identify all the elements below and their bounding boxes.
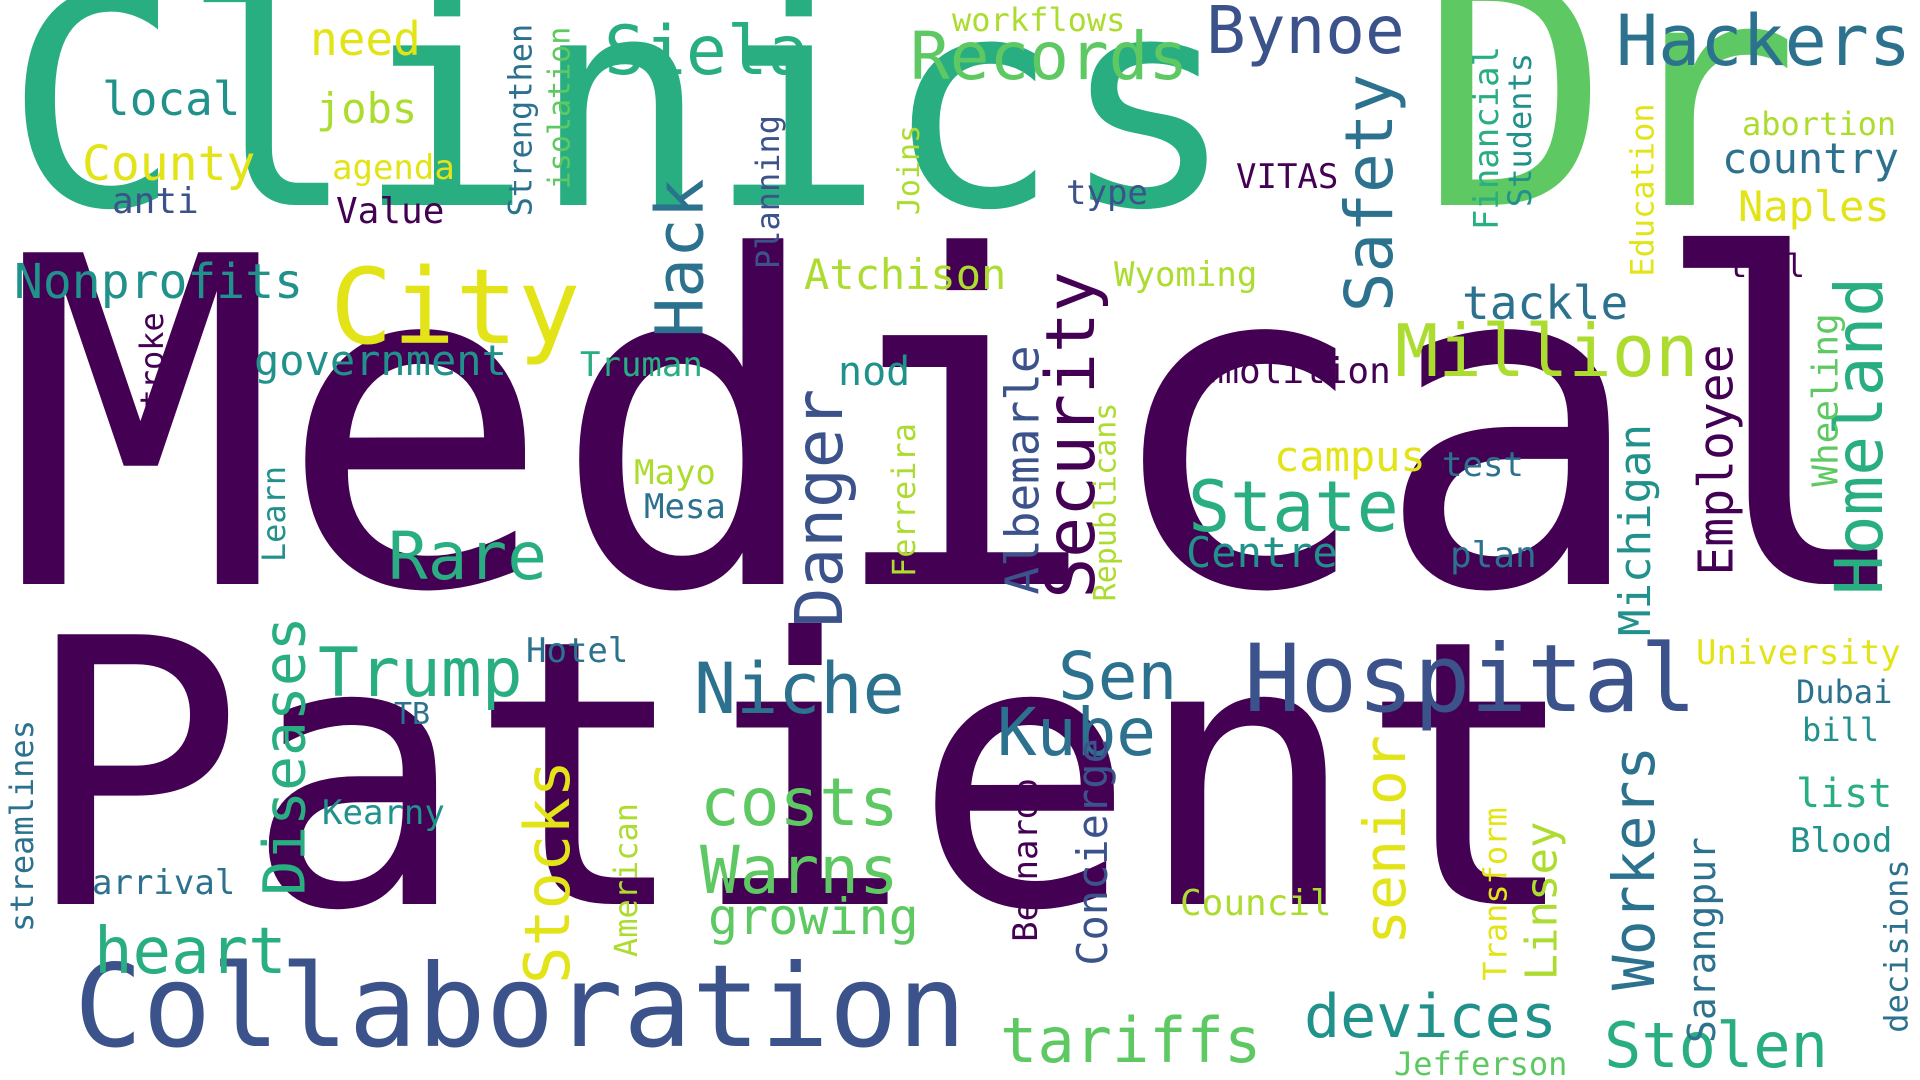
word-workers: Workers: [1600, 745, 1669, 991]
word-nonprofits: Nonprofits: [14, 254, 303, 310]
word-streamlines: streamlines: [2, 720, 41, 932]
word-tool: tool: [1728, 247, 1806, 285]
word-tariffs: tariffs: [1000, 1004, 1262, 1077]
word-devices: devices: [1304, 982, 1557, 1052]
word-arrival: arrival: [92, 863, 236, 903]
word-hackers: Hackers: [1616, 0, 1912, 82]
word-niche: Niche: [694, 648, 905, 730]
word-albemarle: Albemarle: [995, 345, 1050, 595]
word-strengthen: Strengthen: [500, 23, 539, 217]
word-mesa: Mesa: [644, 487, 726, 527]
word-siela: Siela: [604, 12, 809, 91]
word-jefferson: Jefferson: [1394, 1045, 1568, 1080]
word-clinics: Clinics: [5, 0, 1236, 274]
word-trump: Trump: [318, 634, 523, 713]
word-naples: Naples: [1738, 182, 1890, 231]
word-linsey: Linsey: [1515, 821, 1567, 981]
word-planning: Planning: [749, 114, 788, 270]
word-stroke: stroke: [132, 312, 171, 428]
word-tackle: tackle: [1462, 276, 1629, 330]
word-rare: Rare: [388, 518, 547, 595]
word-need: need: [310, 12, 421, 66]
word-truman: Truman: [580, 345, 703, 385]
word-university: University: [1696, 633, 1901, 673]
word-hospital: Hospital: [1244, 625, 1697, 734]
word-education: Education: [1623, 103, 1662, 277]
word-local: local: [102, 72, 241, 126]
word-diseases: Diseases: [250, 616, 319, 896]
word-senior: senior: [1350, 735, 1419, 945]
word-type: type: [1066, 173, 1148, 213]
word-employee: Employee: [1688, 344, 1745, 576]
word-patient: Patient: [22, 562, 1582, 992]
word-nod: nod: [838, 349, 911, 395]
word-isolation: isolation: [541, 26, 577, 190]
word-sen: Sen: [1058, 638, 1178, 715]
word-tb: TB: [394, 697, 431, 732]
word-american: American: [607, 802, 646, 958]
word-anti: anti: [112, 181, 199, 222]
word-wyoming: Wyoming: [1114, 255, 1258, 295]
word-abortion: abortion: [1742, 105, 1897, 143]
word-warns: Warns: [700, 832, 899, 909]
word-hack: Hack: [640, 178, 718, 338]
word-ferreira: Ferreira: [885, 422, 924, 578]
word-million: Million: [1395, 309, 1699, 393]
word-list: list: [1796, 771, 1893, 817]
word-value: Value: [336, 191, 445, 232]
word-stolen: Stolen: [1604, 1009, 1828, 1080]
word-blood: Blood: [1790, 821, 1893, 861]
word-state: State: [1188, 466, 1399, 548]
word-students: Students: [1501, 52, 1540, 208]
word-kube: Kube: [997, 694, 1156, 771]
word-bill: bill: [1802, 711, 1880, 749]
word-joins: Joins: [892, 124, 928, 216]
word-vitas: VITAS: [1236, 157, 1339, 197]
word-agenda: agenda: [332, 148, 455, 188]
word-republicans: Republicans: [1087, 402, 1123, 602]
word-decisions: decisions: [1877, 859, 1916, 1033]
word-council: Council: [1180, 883, 1332, 924]
word-collaboration: Collaboration: [74, 940, 967, 1073]
word-campus: campus: [1274, 432, 1426, 481]
word-county: County: [82, 136, 256, 192]
word-concierge: Concierge: [1067, 738, 1117, 966]
word-bernardo: Bernardo: [1005, 778, 1046, 942]
word-kearny: Kearny: [322, 793, 445, 833]
word-dr: Dr: [1420, 0, 1800, 280]
word-hotel: Hotel: [526, 631, 629, 671]
word-demolition: demolition: [1174, 351, 1391, 392]
word-financial: Financial: [1467, 45, 1508, 231]
word-government: government: [254, 336, 507, 385]
word-test: test: [1442, 445, 1524, 485]
word-safety: Safety: [1331, 73, 1409, 313]
word-medical: Medical: [4, 163, 1920, 692]
word-bynoe: Bynoe: [1206, 0, 1405, 69]
word-wheeling: Wheeling: [1805, 313, 1847, 487]
word-atchison: Atchison: [804, 250, 1007, 299]
word-sarangpur: Sarangpur: [1679, 837, 1724, 1043]
word-country: country: [1722, 134, 1900, 183]
word-records: Records: [910, 18, 1189, 95]
word-learn: Learn: [255, 465, 294, 563]
word-city: City: [330, 246, 581, 368]
word-heart: heart: [94, 915, 287, 989]
word-danger: Danger: [781, 388, 859, 628]
word-michigan: Michigan: [1609, 424, 1661, 636]
word-dubai: Dubai: [1796, 673, 1893, 711]
word-growing: growing: [708, 888, 919, 946]
word-workflows: workflows: [952, 1, 1126, 39]
word-jobs: jobs: [316, 84, 418, 133]
word-transform: Transform: [1476, 807, 1515, 981]
word-centre: Centre: [1186, 528, 1338, 577]
word-stocks: Stocks: [510, 760, 584, 984]
word-plan: plan: [1450, 535, 1537, 576]
word-mayo: Mayo: [634, 453, 716, 493]
word-costs: costs: [700, 764, 899, 841]
